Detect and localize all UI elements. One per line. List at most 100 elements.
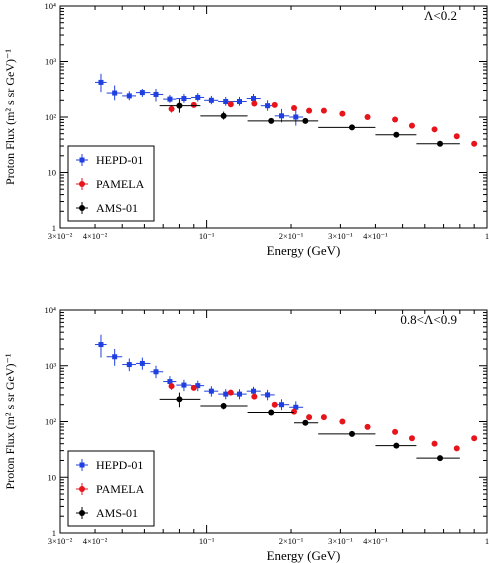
y-tick-label: 10⁴: [45, 305, 57, 315]
data-point-pamela: [227, 389, 234, 396]
series-ams: [159, 99, 460, 147]
marker-square: [208, 388, 214, 394]
legend-label: AMS-01: [96, 506, 138, 520]
data-point-hepd: [274, 108, 290, 123]
marker-square: [265, 103, 271, 109]
legend-label: PAMELA: [96, 177, 145, 191]
data-point-pamela: [306, 414, 313, 421]
marker-circle: [268, 409, 275, 416]
legend-marker: [79, 462, 85, 468]
marker-square: [139, 90, 145, 96]
data-point-hepd: [204, 95, 219, 105]
region-annotation: Λ<0.2: [424, 8, 457, 23]
y-tick-label: 10⁴: [45, 1, 57, 11]
data-point-pamela: [291, 105, 298, 112]
marker-circle: [348, 124, 355, 131]
data-point-pamela: [190, 101, 197, 108]
data-point-pamela: [431, 440, 438, 447]
data-point-ams: [200, 402, 248, 410]
marker-circle: [190, 101, 197, 108]
x-axis: 3×10⁻² 4×10⁻² 10⁻¹ 2×10⁻¹ 3×10⁻¹ 4×10⁻¹ 1: [48, 310, 489, 546]
data-point-ams: [375, 442, 417, 449]
data-point-hepd: [289, 108, 304, 126]
data-point-hepd: [122, 91, 137, 101]
marker-circle: [431, 440, 438, 447]
legend-label: AMS-01: [96, 201, 138, 215]
legend-entry-hepd: HEPD-01: [76, 153, 143, 167]
marker-square: [223, 99, 229, 105]
marker-square: [112, 90, 118, 96]
marker-square: [167, 379, 173, 385]
x-axis-title: Energy (GeV): [267, 243, 341, 258]
marker-square: [181, 96, 187, 102]
legend-marker: [79, 510, 85, 516]
marker-circle: [348, 430, 355, 437]
legend-entry-pamela: PAMELA: [76, 177, 145, 191]
legend-entry-hepd: HEPD-01: [76, 458, 143, 472]
data-point-hepd: [150, 365, 164, 379]
data-point-pamela: [190, 384, 197, 391]
marker-circle: [227, 389, 234, 396]
data-point-pamela: [251, 100, 258, 107]
data-point-pamela: [453, 133, 460, 140]
data-point-pamela: [364, 423, 371, 430]
data-point-pamela: [408, 435, 415, 442]
data-point-ams: [294, 419, 319, 426]
marker-square: [265, 392, 271, 398]
data-point-pamela: [471, 435, 478, 442]
data-point-hepd: [176, 93, 192, 103]
marker-circle: [437, 140, 444, 147]
data-point-ams: [247, 409, 295, 416]
data-point-pamela: [251, 393, 258, 400]
legend-label: PAMELA: [96, 482, 145, 496]
data-point-hepd: [176, 379, 192, 392]
chart-panel-1: 3×10⁻² 4×10⁻² 10⁻¹ 2×10⁻¹ 3×10⁻¹ 4×10⁻¹ 1 1 10 10…: [3, 1, 489, 258]
y-tick-label: 10³: [45, 57, 57, 67]
marker-circle: [393, 131, 400, 138]
series-ams: [159, 392, 460, 462]
x-axis: 3×10⁻² 4×10⁻² 10⁻¹ 2×10⁻¹ 3×10⁻¹ 4×10⁻¹ 1: [48, 6, 489, 241]
marker-circle: [408, 435, 415, 442]
marker-square: [279, 113, 285, 119]
data-point-pamela: [364, 114, 371, 120]
y-tick-label: 1: [52, 528, 56, 538]
marker-circle: [302, 117, 309, 124]
data-point-pamela: [306, 107, 313, 114]
data-point-hepd: [260, 389, 275, 401]
x-tick-label: 2×10⁻¹: [279, 536, 304, 546]
x-tick-label: 1: [485, 231, 489, 241]
y-tick-label: 10: [48, 472, 57, 482]
x-tick-label: 10⁻¹: [199, 231, 215, 241]
data-point-ams: [375, 131, 417, 138]
series-pamela: [168, 100, 478, 147]
marker-circle: [291, 105, 298, 112]
data-point-pamela: [392, 428, 399, 435]
data-point-hepd: [106, 85, 123, 101]
series-pamela: [168, 382, 478, 452]
marker-circle: [339, 110, 346, 117]
series-hepd: [95, 334, 304, 414]
marker-circle: [176, 396, 183, 403]
data-point-pamela: [271, 101, 278, 108]
x-tick-label: 3×10⁻²: [48, 536, 73, 546]
data-point-ams: [159, 99, 201, 113]
x-tick-label: 3×10⁻²: [48, 231, 73, 241]
y-axis-title: Proton Flux (m² s sr GeV)⁻¹: [3, 49, 17, 185]
legend-marker: [79, 205, 85, 211]
data-point-hepd: [122, 358, 137, 372]
marker-square: [126, 362, 132, 368]
marker-circle: [271, 401, 278, 408]
marker-circle: [271, 101, 278, 108]
data-point-ams: [159, 392, 201, 408]
marker-square: [236, 391, 242, 397]
marker-circle: [251, 393, 258, 400]
marker-circle: [220, 402, 227, 409]
marker-circle: [251, 100, 258, 107]
chart-panel-2: 3×10⁻² 4×10⁻² 10⁻¹ 2×10⁻¹ 3×10⁻¹ 4×10⁻¹ 1 1 10 10…: [3, 305, 489, 563]
data-point-hepd: [136, 357, 151, 370]
y-axis: 1 10 10² 10³ 10⁴: [45, 305, 487, 538]
series-hepd: [95, 73, 304, 126]
data-point-hepd: [204, 386, 219, 397]
data-point-ams: [294, 117, 319, 124]
data-point-hepd: [163, 94, 177, 103]
